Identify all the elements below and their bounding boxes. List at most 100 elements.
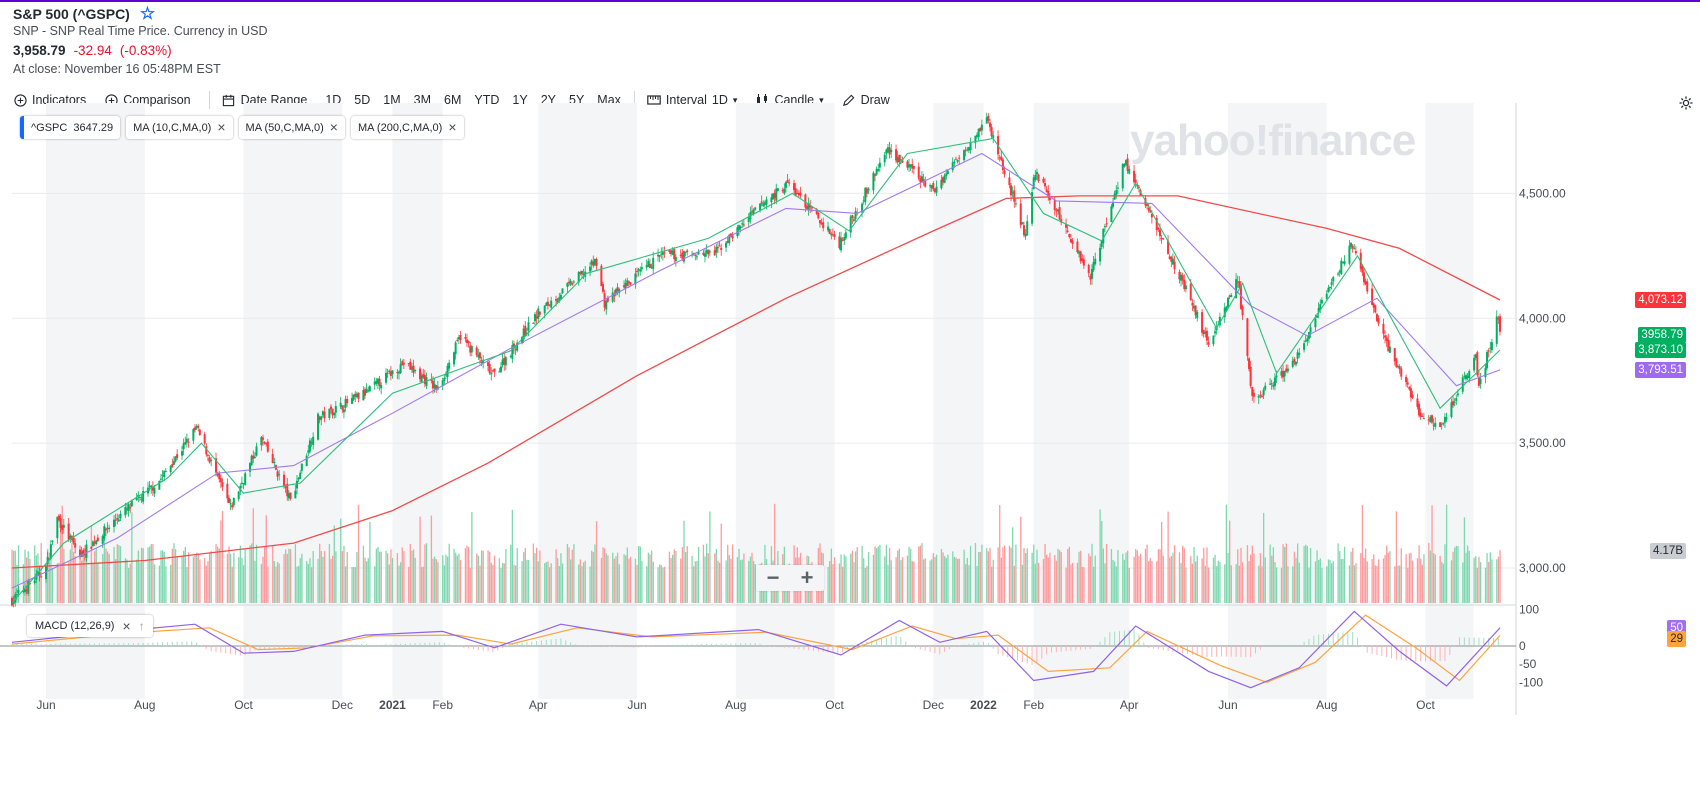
candle-body <box>752 209 755 214</box>
volume-bar <box>1455 545 1457 603</box>
candle-body <box>1474 354 1477 359</box>
candle-body <box>1466 375 1469 379</box>
candle-body <box>828 229 831 235</box>
close-icon[interactable]: × <box>448 119 457 135</box>
macd-legend-chip[interactable]: MACD (12,26,9) × ↑ <box>27 615 153 637</box>
volume-bar <box>600 557 603 603</box>
range-ytd[interactable]: YTD <box>474 93 500 107</box>
candle-body <box>977 128 980 138</box>
x-tick-label: Jun <box>1218 698 1237 712</box>
volume-bar <box>714 553 716 603</box>
macd-histogram-bar <box>234 645 236 655</box>
volume-bar <box>1024 552 1027 603</box>
volume-bar <box>646 566 648 603</box>
arrow-up-icon[interactable]: ↑ <box>138 619 145 633</box>
candle-body <box>726 241 729 244</box>
macd-histogram-bar <box>1050 645 1052 653</box>
candle-body <box>852 219 855 221</box>
volume-bar <box>1275 567 1278 603</box>
candle-body <box>1044 183 1047 187</box>
draw-label: Draw <box>860 93 890 107</box>
macd-histogram-bar <box>638 645 640 648</box>
candle-body <box>1490 342 1493 351</box>
volume-bar <box>650 550 653 603</box>
candle-body <box>1181 275 1184 281</box>
candle-body <box>265 443 268 445</box>
candle-body <box>368 386 371 392</box>
macd-histogram-bar <box>278 645 280 650</box>
close-icon[interactable]: × <box>122 618 131 634</box>
volume-bar <box>594 544 596 603</box>
volume-bar <box>296 566 298 603</box>
macd-histogram-bar <box>783 645 785 648</box>
legend-ma50-chip[interactable]: MA (50,C,MA,0) × <box>238 116 345 139</box>
candle-body <box>278 474 281 476</box>
candle-body <box>1099 247 1102 262</box>
legend-ma10-chip[interactable]: MA (10,C,MA,0) × <box>126 116 233 139</box>
macd-histogram-bar <box>837 645 839 654</box>
legend-ma200-chip[interactable]: MA (200,C,MA,0) × <box>350 116 464 139</box>
volume-bar <box>275 566 277 603</box>
volume-bar <box>1394 566 1396 603</box>
range-6m[interactable]: 6M <box>444 93 462 107</box>
volume-bar <box>289 549 292 603</box>
volume-bar <box>1065 567 1067 603</box>
volume-bar <box>945 557 947 603</box>
star-icon[interactable]: ☆ <box>139 4 156 23</box>
candle-body <box>482 359 485 364</box>
zoom-out-button[interactable]: − <box>766 565 780 590</box>
price-chart[interactable]: 4,500.004,000.003,500.003,000.001000-50-… <box>0 103 1700 785</box>
candle-body <box>310 442 313 444</box>
volume-bar <box>1123 559 1126 603</box>
macd-histogram-bar <box>1196 645 1198 656</box>
candle-body <box>637 269 640 271</box>
range-1y[interactable]: 1Y <box>512 93 528 107</box>
candle-body <box>567 281 570 283</box>
candle-body <box>1053 200 1056 211</box>
range-5d[interactable]: 5D <box>354 93 371 107</box>
volume-bar <box>680 558 682 603</box>
volume-bar <box>1126 550 1129 603</box>
legend-symbol-chip[interactable]: ^GSPC 3647.29 <box>20 116 121 139</box>
candle-body <box>883 154 886 163</box>
candle-body <box>273 462 276 464</box>
volume-bar <box>424 544 426 603</box>
candle-body <box>1269 383 1272 385</box>
candle-body <box>1021 222 1024 225</box>
volume-bar <box>910 548 912 603</box>
candle-body <box>1385 337 1388 342</box>
candle-body <box>138 496 141 498</box>
candle-body <box>90 546 93 549</box>
gear-icon[interactable] <box>1678 95 1694 111</box>
zoom-in-button[interactable]: + <box>800 565 814 590</box>
macd-histogram-bar <box>409 643 411 646</box>
close-icon[interactable]: × <box>217 119 226 135</box>
macd-histogram-bar <box>268 645 270 650</box>
candle-body <box>1432 424 1435 426</box>
candle-body <box>255 446 258 456</box>
interval-button[interactable]: Interval 1D ▾ <box>647 93 737 107</box>
macd-histogram-bar <box>152 642 154 646</box>
macd-histogram-bar <box>701 644 703 646</box>
candle-body <box>1191 302 1194 306</box>
candle-body <box>953 161 956 163</box>
macd-histogram-bar <box>346 644 348 646</box>
macd-histogram-bar <box>1075 645 1077 651</box>
candle-body <box>647 261 650 267</box>
volume-bar <box>963 549 965 603</box>
candle-body <box>1113 193 1116 200</box>
macd-histogram-bar <box>123 643 125 646</box>
candle-body <box>193 427 196 431</box>
volume-bar <box>285 549 287 603</box>
draw-button[interactable]: Draw <box>842 93 890 107</box>
volume-bar <box>1021 564 1024 603</box>
candle-body <box>287 493 290 499</box>
volume-bar <box>717 560 719 603</box>
volume-bar <box>1467 545 1469 603</box>
macd-histogram-bar <box>1060 645 1062 652</box>
close-icon[interactable]: × <box>329 119 338 135</box>
candle-body <box>784 182 787 188</box>
macd-histogram-bar <box>1114 631 1116 646</box>
volume-bar <box>1148 561 1150 603</box>
candle-body <box>797 192 800 196</box>
